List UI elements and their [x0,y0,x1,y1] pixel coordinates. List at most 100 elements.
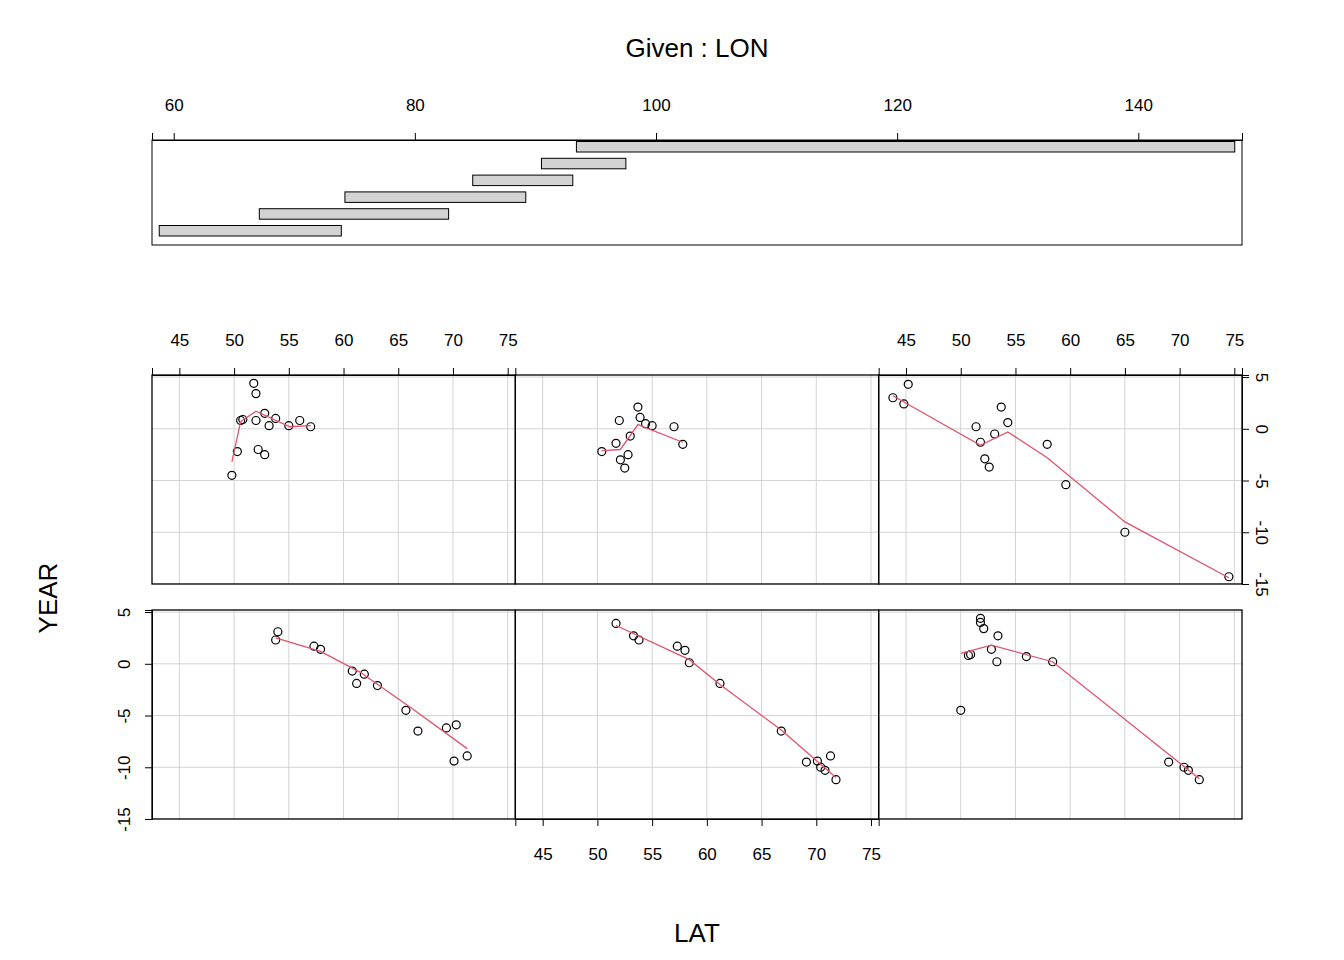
tick: 70 [1171,331,1190,375]
grid-line [152,715,515,716]
point [228,471,236,479]
tick-mark [508,368,509,375]
point [981,455,989,463]
panel [879,610,1242,819]
tick: 60 [165,96,184,140]
axis-line [516,820,879,827]
tick-label: 60 [1061,331,1080,350]
grid-line [1070,375,1071,584]
tick: 50 [588,819,607,864]
tick-mark [453,368,454,375]
tick-label: 75 [499,331,518,350]
grid-line [879,428,1242,429]
tick: 80 [406,96,425,140]
tick-label: 70 [444,331,463,350]
tick-label: 100 [642,96,670,115]
grid-line [871,610,872,819]
tick: -15 [115,807,152,832]
grid [152,375,515,584]
tick: 75 [499,331,518,375]
fit-line [961,645,1200,778]
axis-line [153,133,1243,141]
tick-mark [289,368,290,375]
given-axis: 6080100120140 [153,96,1243,141]
grid-line [452,610,453,819]
point [414,727,422,735]
panel-frame [879,375,1242,584]
tick-mark [174,133,175,140]
x-axis: 45505560657075 [153,331,518,376]
fit-line [232,411,311,462]
tick-label: 55 [280,331,299,350]
tick: 100 [642,96,670,140]
tick: 70 [807,819,826,864]
panel: 45505560657075 [152,331,518,584]
grid-line [234,610,235,819]
tick-mark [1125,368,1126,375]
axis-line [153,368,516,376]
point [980,625,988,633]
point [265,422,273,430]
grid-line [1179,375,1180,584]
fit-line [602,425,683,451]
panel: -15-10-505 [115,608,515,832]
grid-line [179,375,180,584]
grid [152,610,515,819]
point [827,752,835,760]
grid-line [515,480,878,481]
interval-bar [159,226,341,237]
x-axis-title: LAT [674,918,720,948]
marks [612,619,840,783]
grid-line [1124,610,1125,819]
tick: 65 [1116,331,1135,375]
point [976,614,984,622]
point [1062,481,1070,489]
grid-line [597,610,598,819]
tick-mark [145,612,152,613]
tick-mark [145,664,152,665]
tick-mark [961,368,962,375]
tick-label: 55 [643,845,662,864]
grid-line [879,612,1242,613]
tick: 45 [534,819,553,864]
tick: 45 [897,331,916,375]
interval-bar [345,192,526,203]
grid-line [515,532,878,533]
tick: 50 [225,331,244,375]
tick: 65 [389,331,408,375]
tick-mark [344,368,345,375]
tick-mark [1070,368,1071,375]
grid-line [652,610,653,819]
point [634,403,642,411]
tick: -10 [1242,520,1271,545]
grid-line [152,663,515,664]
grid [879,375,1242,584]
point [450,757,458,765]
grid-line [1015,375,1016,584]
marks [598,403,687,472]
point [670,423,678,431]
grid-line [152,377,515,378]
grid-line [515,612,878,613]
tick: 0 [115,660,152,669]
point [985,463,993,471]
grid-line [1234,375,1235,584]
grid-line [152,428,515,429]
tick: 75 [862,819,881,864]
grid-line [152,767,515,768]
point [1043,440,1051,448]
tick-mark [656,133,657,140]
point [673,642,681,650]
grid-line [343,375,344,584]
marks [957,614,1204,783]
tick-label: 5 [1252,373,1271,382]
tick: 70 [444,331,463,375]
tick: 5 [115,608,152,617]
interval-bar [541,158,625,169]
marks [228,379,315,479]
tick-mark [1242,584,1249,585]
grid-line [515,377,878,378]
tick-label: 140 [1125,96,1153,115]
grid-line [542,375,543,584]
panel: 45505560657075 [515,610,881,864]
